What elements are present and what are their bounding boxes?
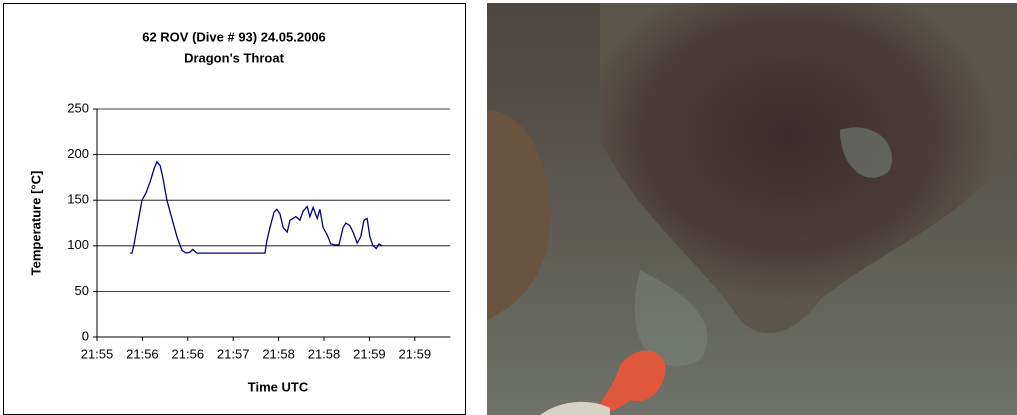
chart-frame [3, 3, 466, 415]
x-tick-label: 21:57 [217, 346, 250, 361]
y-tick-label: 150 [67, 192, 89, 207]
x-tick-label: 21:58 [308, 346, 341, 361]
y-tick-label: 100 [67, 237, 89, 252]
x-tick-label: 21:55 [81, 346, 114, 361]
x-tick-label: 21:56 [126, 346, 159, 361]
x-tick-label: 21:58 [262, 346, 295, 361]
x-axis-title: Time UTC [248, 379, 309, 394]
photo [487, 3, 1017, 415]
y-tick-label: 0 [82, 328, 89, 343]
y-tick-label: 50 [75, 283, 89, 298]
chart-subtitle: Dragon's Throat [184, 50, 285, 65]
data-line [130, 160, 383, 254]
y-axis-title: Temperature [°C] [28, 171, 43, 276]
x-tick-label: 21:59 [399, 346, 432, 361]
x-tick-label: 21:56 [172, 346, 205, 361]
chart-title: 62 ROV (Dive # 93) 24.05.2006 [142, 29, 326, 44]
x-tick-label: 21:59 [353, 346, 386, 361]
y-tick-label: 200 [67, 146, 89, 161]
y-tick-label: 250 [67, 100, 89, 115]
